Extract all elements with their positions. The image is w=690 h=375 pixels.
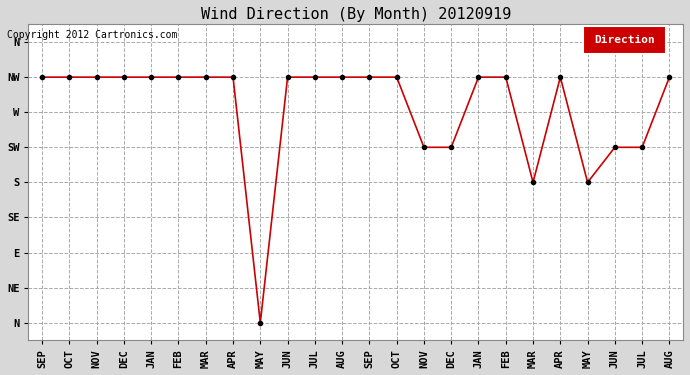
Title: Wind Direction (By Month) 20120919: Wind Direction (By Month) 20120919	[201, 7, 511, 22]
Text: Copyright 2012 Cartronics.com: Copyright 2012 Cartronics.com	[7, 30, 177, 39]
Text: Direction: Direction	[594, 35, 655, 45]
